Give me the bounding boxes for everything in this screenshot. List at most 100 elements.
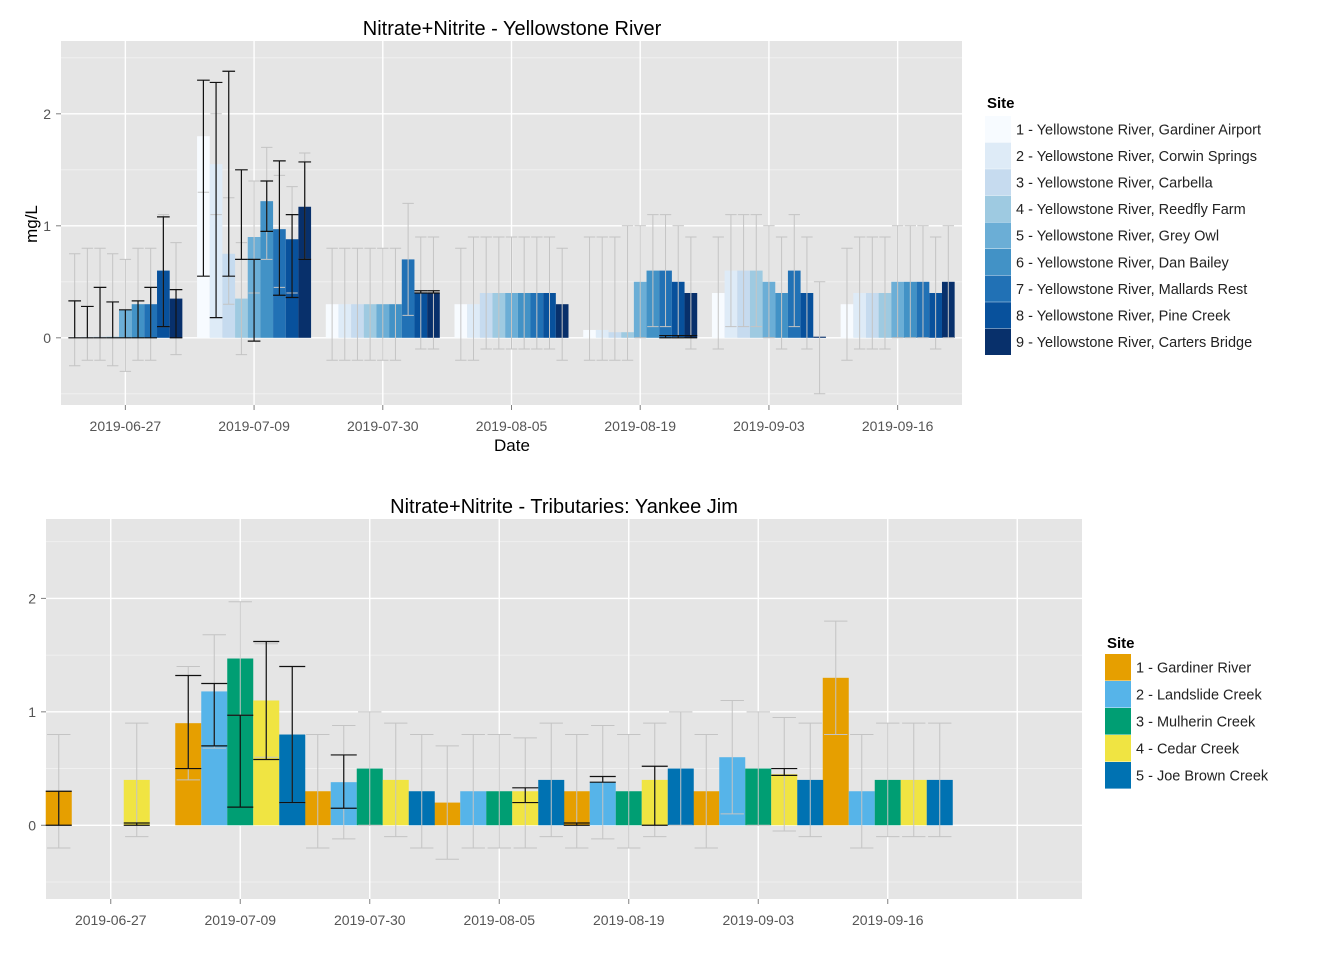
chart2-error-bar [928, 722, 952, 838]
chart2-bound-bar [279, 665, 306, 804]
chart1-error-bar [531, 236, 543, 350]
chart1-error-bar [841, 247, 853, 361]
chart2-legend-key [1105, 762, 1131, 789]
chart1-x-tick-label: 2019-07-30 [347, 418, 419, 434]
chart1-error-bar [853, 236, 866, 350]
chart2-error-bar [669, 711, 693, 826]
chart2-error-bar [617, 734, 641, 849]
chart2-y-tick-label: 2 [28, 590, 36, 606]
chart1-error-bar [596, 236, 608, 361]
chart1-x-tick-label: 2019-09-03 [733, 418, 805, 434]
chart1-legend-key [985, 195, 1011, 222]
chart2-error-bar [850, 734, 874, 849]
chart2-legend-key [1105, 654, 1131, 681]
chart1-bound-bar [81, 305, 94, 339]
chart2-error-bar [306, 734, 330, 849]
chart2-legend-key [1105, 681, 1131, 708]
chart1-x-tick-label: 2019-08-19 [604, 418, 676, 434]
chart1-error-bar [621, 225, 634, 361]
chart2-error-bar [565, 734, 589, 849]
chart1-error-bar [647, 214, 659, 328]
chart1-y-tick-label: 0 [43, 330, 51, 346]
chart2-legend-label: 2 - Landslide Creek [1136, 688, 1262, 704]
chart1-legend-label: 2 - Yellowstone River, Corwin Springs [1016, 149, 1257, 165]
chart2-bound-bar [227, 714, 254, 808]
chart2-error-bar [694, 734, 718, 849]
chart2-bound-bar [771, 767, 798, 776]
chart2-legend-label: 3 - Mulherin Creek [1136, 715, 1256, 731]
chart1-legend-key [985, 249, 1011, 276]
chart2-y-tick-label: 0 [28, 817, 36, 833]
chart2-legend-key [1105, 708, 1131, 735]
chart1-error-bar [634, 225, 646, 339]
chart1-error-bar [543, 236, 556, 350]
chart1-legend-title: Site [987, 95, 1015, 112]
chart1-error-bar [750, 214, 762, 328]
chart1-error-bar [402, 202, 414, 316]
chart1-error-bar [455, 247, 467, 361]
chart2-error-bar [358, 711, 382, 826]
chart1-error-bar [480, 236, 492, 350]
chart1-error-bar [866, 236, 879, 350]
chart2-x-tick-label: 2019-06-27 [75, 912, 147, 928]
chart2-error-bar [902, 722, 926, 838]
chart1-legend-key [985, 116, 1011, 143]
chart2-bound-bar [330, 754, 357, 809]
chart1-error-bar [917, 225, 929, 339]
chart1-error-bar [659, 214, 672, 328]
chart1-error-bar [685, 236, 697, 350]
chart1-bound-bar [209, 81, 223, 319]
chart2-bound-bar [45, 790, 72, 826]
chart1-error-bar [813, 281, 826, 395]
chart1-error-bar [775, 236, 788, 350]
chart1-bound-bar [169, 289, 183, 339]
chart1-legend-key [985, 275, 1011, 302]
chart1-error-bar [81, 247, 94, 361]
chart2-bound-bar [253, 640, 280, 761]
chart2-error-bar [435, 745, 459, 860]
chart1-legend-label: 3 - Yellowstone River, Carbella [1016, 176, 1214, 192]
chart2-legend-label: 5 - Joe Brown Creek [1136, 769, 1269, 785]
chart1-error-bar [737, 214, 750, 328]
chart1-error-bar [583, 236, 596, 361]
chart1-bound-bar [671, 334, 685, 339]
chart1-bound-bar [247, 258, 261, 342]
chart1-error-bar [556, 247, 568, 361]
chart1-bound-bar [684, 334, 698, 339]
chart2-error-bar [798, 722, 822, 838]
chart2-bound-bar [512, 787, 539, 804]
chart1-bound-bar [222, 70, 236, 277]
chart1-bound-bar [68, 300, 82, 339]
chart1-x-tick-label: 2019-06-27 [90, 418, 162, 434]
chart1-error-bar [364, 247, 376, 361]
chart1-title: Nitrate+Nitrite - Yellowstone River [363, 18, 662, 40]
chart1-error-bar [609, 236, 621, 361]
chart1-x-axis-label: Date [494, 436, 530, 455]
chart1-bound-bar [235, 169, 248, 260]
chart1-bound-bar [260, 180, 274, 232]
chart2-legend-title: Site [1107, 635, 1135, 652]
chart1-error-bar [942, 225, 955, 339]
chart1-bound-bar [427, 290, 440, 294]
chart1-legend-label: 7 - Yellowstone River, Mallards Rest [1016, 282, 1247, 298]
chart2-bound-bar [201, 682, 228, 747]
chart1-error-bar [712, 236, 724, 350]
chart1-error-bar [904, 225, 917, 339]
chart1-error-bar [467, 236, 480, 361]
chart1-error-bar [377, 247, 389, 361]
chart1-legend-key [985, 302, 1011, 329]
chart1-legend-key [985, 328, 1011, 355]
chart2-bound-bar [563, 822, 590, 826]
chart2-error-bar [487, 734, 511, 849]
chart1-bound-bar [144, 286, 158, 339]
chart1-error-bar [518, 236, 530, 350]
chart1-bar [298, 206, 312, 338]
chart1-x-tick-label: 2019-09-16 [862, 418, 934, 434]
chart2-legend-label: 4 - Cedar Creek [1136, 742, 1240, 758]
chart2-error-bar [824, 620, 848, 736]
chart2-legend-label: 1 - Gardiner River [1136, 661, 1251, 677]
chart1-error-bar [763, 225, 775, 339]
chart1-error-bar [725, 214, 737, 328]
chart1-bound-bar [106, 301, 120, 339]
